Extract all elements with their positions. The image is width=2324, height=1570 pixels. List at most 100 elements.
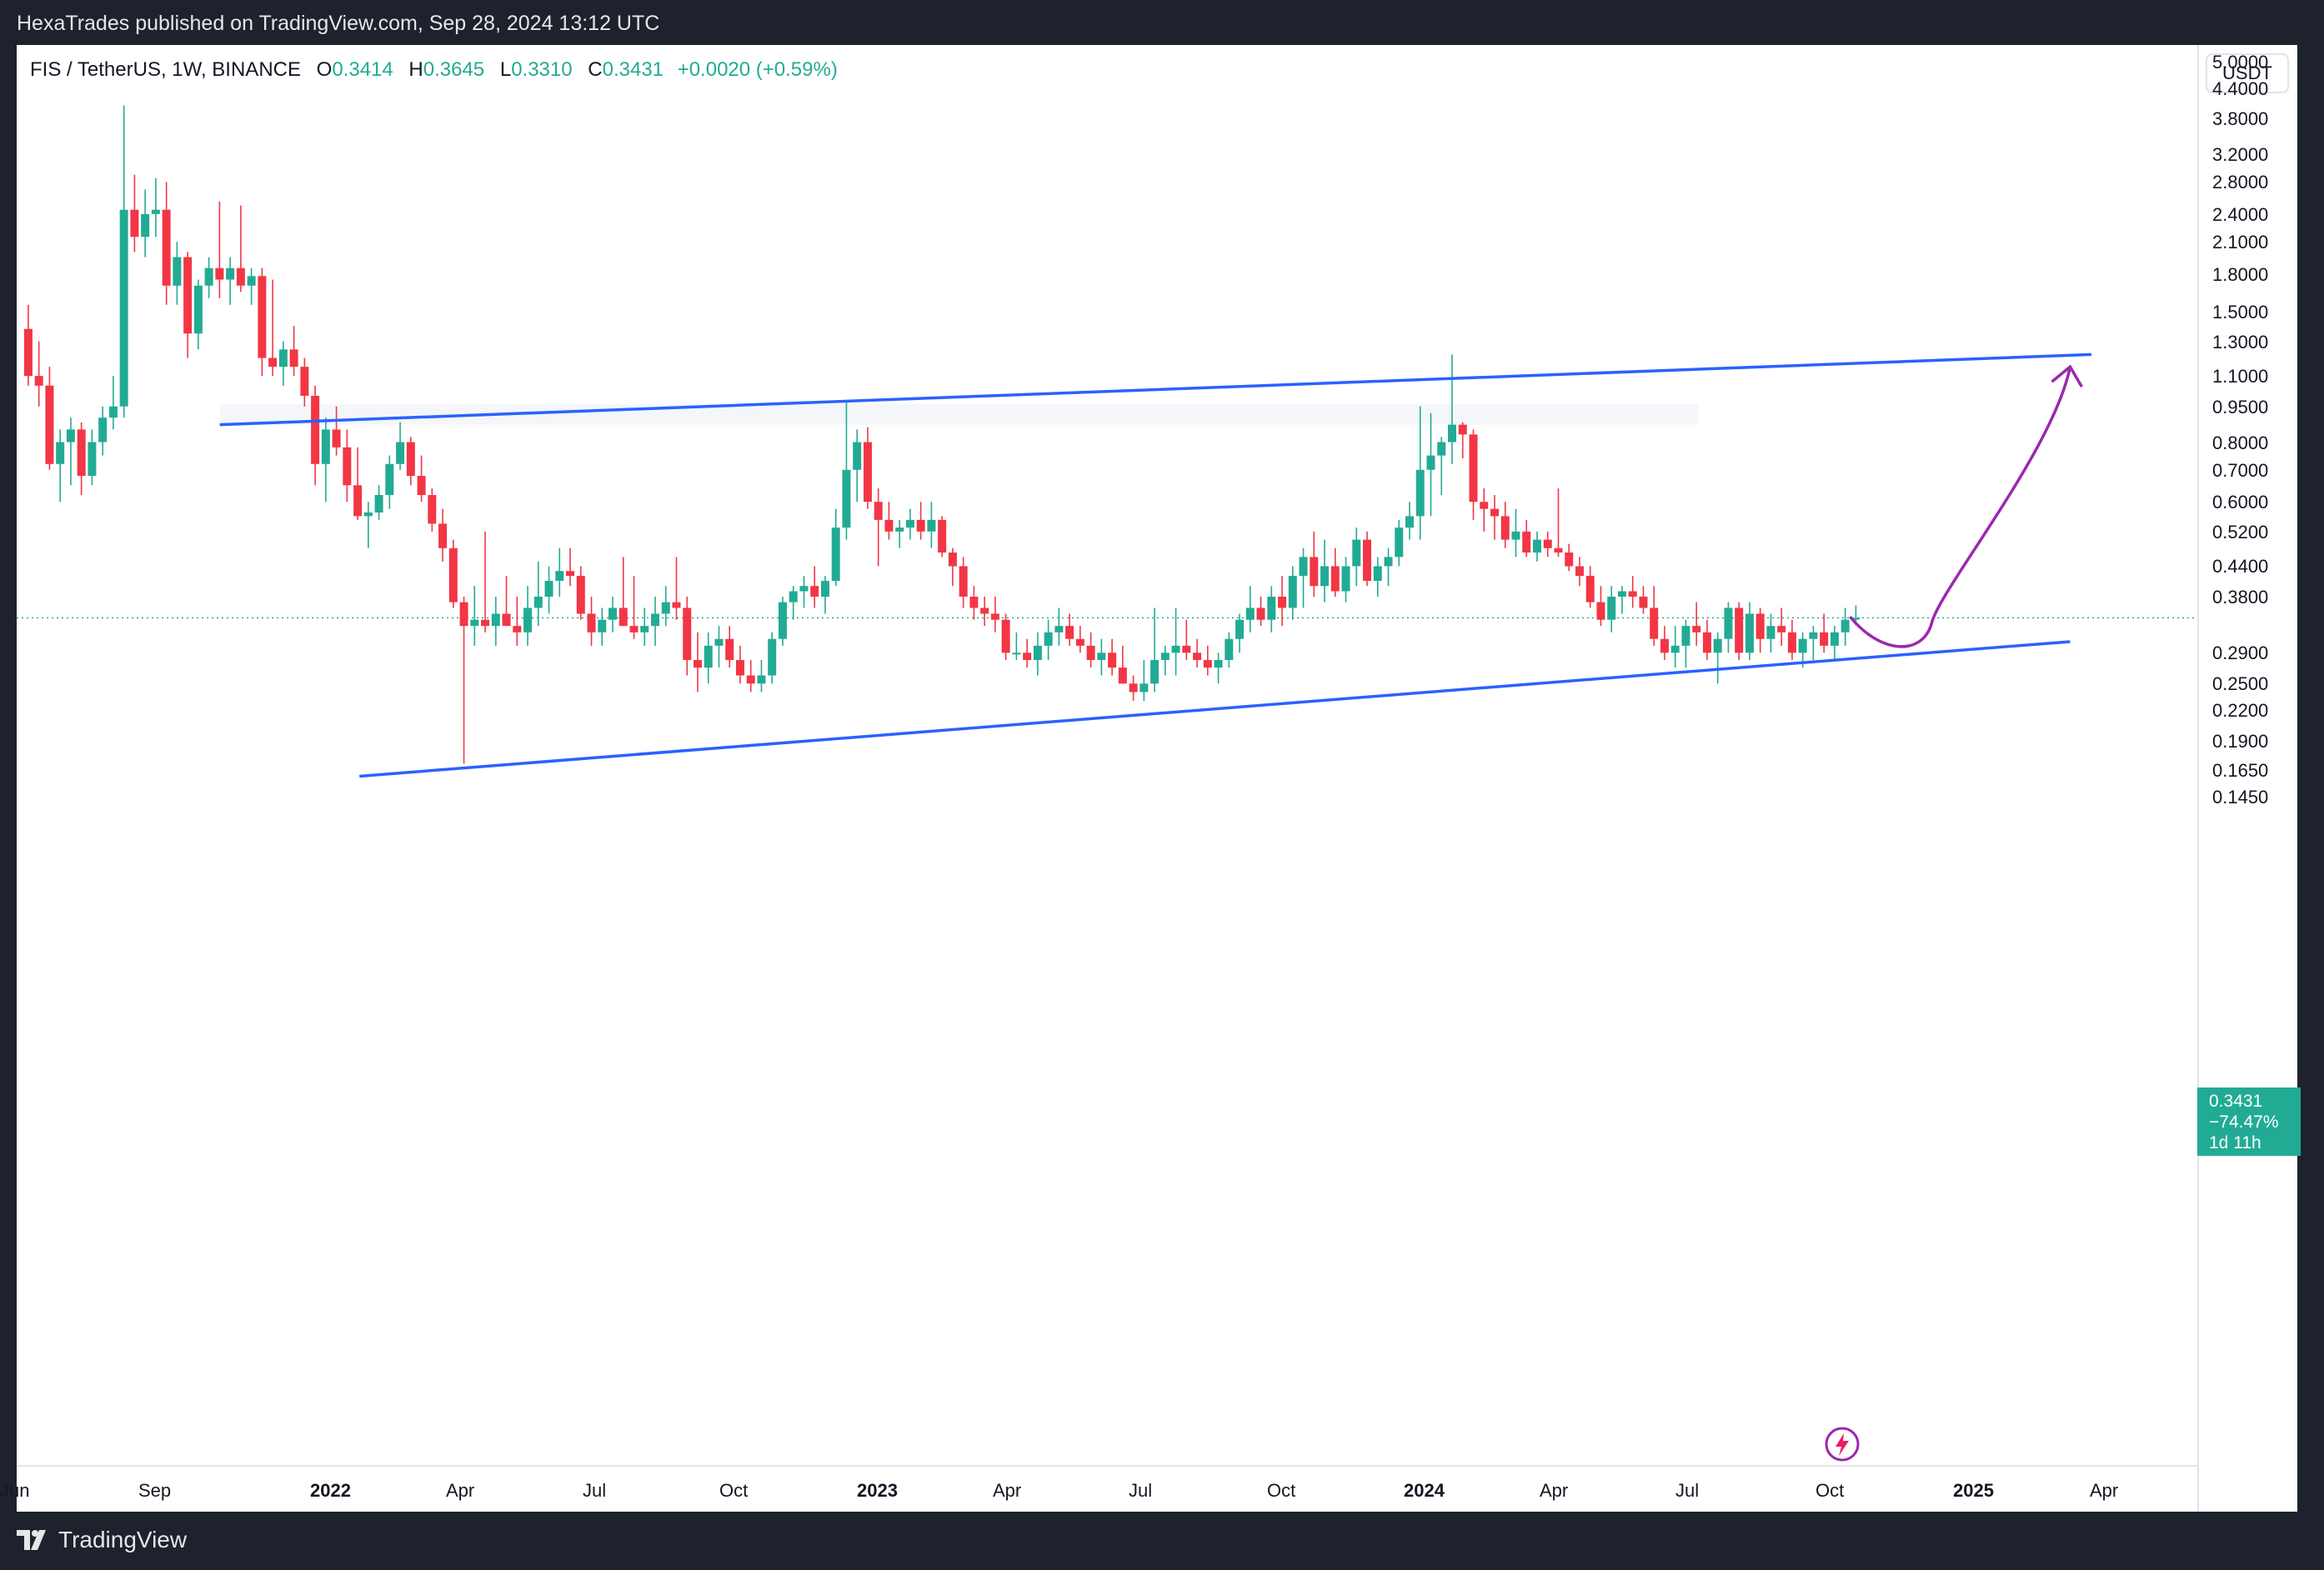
lightning-icon[interactable]: [1824, 1426, 1861, 1462]
candle[interactable]: [778, 596, 787, 646]
candle[interactable]: [916, 502, 925, 540]
tradingview-logo[interactable]: TradingView: [17, 1527, 187, 1553]
candle[interactable]: [1139, 660, 1149, 702]
candle[interactable]: [363, 502, 373, 548]
candle[interactable]: [1203, 645, 1212, 676]
candlestick-plot[interactable]: [17, 45, 2197, 1465]
candle[interactable]: [1341, 557, 1350, 602]
candle[interactable]: [746, 660, 755, 692]
candle[interactable]: [119, 105, 128, 418]
candle[interactable]: [247, 268, 256, 305]
candle[interactable]: [1330, 548, 1340, 597]
candle[interactable]: [491, 596, 500, 646]
candle[interactable]: [193, 279, 203, 350]
candle[interactable]: [1001, 613, 1010, 661]
candle[interactable]: [544, 566, 553, 614]
candle[interactable]: [1660, 626, 1669, 661]
candle[interactable]: [1033, 632, 1042, 676]
candle[interactable]: [502, 576, 511, 627]
candle[interactable]: [598, 608, 607, 646]
candle[interactable]: [1160, 645, 1170, 676]
candle[interactable]: [609, 596, 618, 632]
candle[interactable]: [1288, 566, 1297, 620]
candle[interactable]: [343, 429, 352, 502]
candle[interactable]: [23, 304, 33, 386]
candle[interactable]: [1065, 613, 1074, 646]
candle[interactable]: [45, 367, 54, 470]
candle[interactable]: [1480, 488, 1489, 532]
candle[interactable]: [1278, 576, 1287, 627]
candle[interactable]: [842, 399, 851, 540]
candle[interactable]: [56, 429, 65, 502]
candle[interactable]: [566, 548, 575, 587]
candle[interactable]: [1841, 608, 1850, 646]
candle[interactable]: [513, 596, 522, 646]
candle[interactable]: [278, 341, 288, 386]
candle[interactable]: [1490, 495, 1499, 540]
candle[interactable]: [1820, 613, 1829, 653]
candle[interactable]: [1426, 412, 1435, 517]
candle[interactable]: [1702, 619, 1711, 661]
candle[interactable]: [173, 242, 182, 305]
candle[interactable]: [1500, 502, 1510, 548]
candle[interactable]: [1352, 528, 1361, 587]
candle[interactable]: [1575, 557, 1584, 587]
candle[interactable]: [98, 406, 108, 456]
candle[interactable]: [1182, 619, 1191, 661]
candle[interactable]: [650, 596, 659, 646]
candle[interactable]: [1830, 626, 1839, 661]
candle[interactable]: [735, 645, 744, 684]
candle[interactable]: [66, 418, 75, 486]
candle[interactable]: [1299, 548, 1308, 608]
candle[interactable]: [141, 189, 150, 258]
candle[interactable]: [1650, 586, 1659, 646]
candle[interactable]: [1044, 619, 1053, 661]
chart-area[interactable]: FIS / TetherUS, 1W, BINANCE O0.3414 H0.3…: [0, 45, 2301, 1512]
candle[interactable]: [236, 205, 245, 292]
candle[interactable]: [1267, 586, 1276, 632]
candle[interactable]: [1384, 548, 1393, 587]
candle[interactable]: [151, 178, 160, 238]
candle[interactable]: [1745, 602, 1754, 661]
candle[interactable]: [1171, 608, 1180, 676]
candle[interactable]: [1193, 638, 1202, 668]
candle[interactable]: [77, 422, 86, 496]
candle[interactable]: [533, 561, 543, 627]
candle[interactable]: [396, 422, 405, 470]
candle[interactable]: [204, 257, 213, 298]
candle[interactable]: [1108, 638, 1117, 676]
candle[interactable]: [1214, 652, 1223, 684]
candle[interactable]: [1511, 508, 1520, 558]
candle[interactable]: [948, 548, 957, 587]
candle[interactable]: [576, 566, 585, 620]
candle[interactable]: [959, 557, 968, 608]
candle[interactable]: [215, 201, 224, 298]
candle[interactable]: [704, 632, 713, 684]
candle[interactable]: [1363, 531, 1372, 587]
candle[interactable]: [1617, 586, 1626, 614]
candle[interactable]: [555, 548, 564, 597]
candle[interactable]: [884, 502, 894, 540]
candle[interactable]: [672, 557, 681, 620]
candle[interactable]: [1245, 586, 1255, 632]
candle[interactable]: [1585, 566, 1595, 608]
candle[interactable]: [714, 626, 724, 668]
candle[interactable]: [162, 182, 171, 305]
candle[interactable]: [1766, 613, 1776, 653]
candle[interactable]: [1395, 519, 1404, 567]
candle[interactable]: [1681, 619, 1690, 668]
candle[interactable]: [1437, 437, 1446, 496]
candle[interactable]: [448, 539, 458, 608]
candle[interactable]: [1075, 626, 1084, 653]
candle[interactable]: [406, 437, 415, 486]
candle[interactable]: [863, 427, 872, 509]
candle[interactable]: [1809, 626, 1818, 661]
candle[interactable]: [1543, 531, 1552, 558]
candle[interactable]: [183, 252, 193, 358]
candle[interactable]: [258, 268, 267, 377]
candle[interactable]: [1565, 543, 1574, 572]
candle[interactable]: [1596, 586, 1605, 627]
candle[interactable]: [874, 488, 883, 567]
candle[interactable]: [768, 632, 777, 684]
candle[interactable]: [130, 174, 139, 252]
